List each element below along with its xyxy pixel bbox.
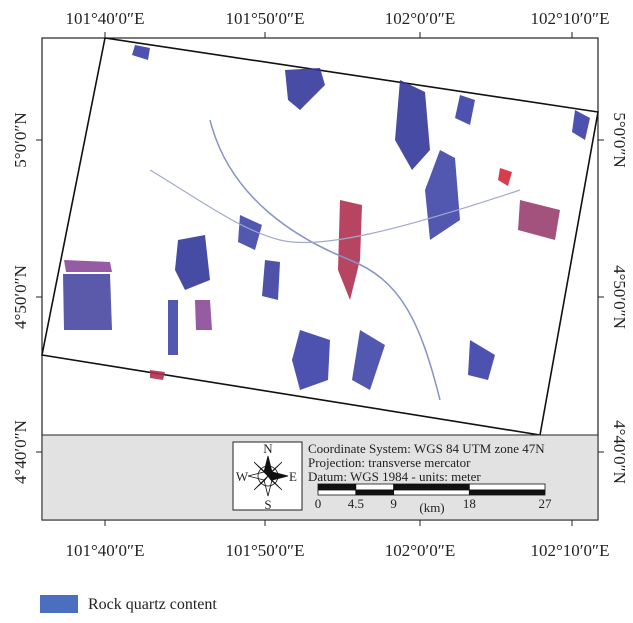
scale-tick-label: 9 xyxy=(390,496,397,511)
top-label: 101°50′0″E xyxy=(226,9,305,28)
scale-segment xyxy=(356,490,394,495)
right-label: 4°50′0″N xyxy=(610,265,629,329)
legend-swatch xyxy=(40,595,78,613)
compass-rose xyxy=(248,456,288,496)
compass-s: S xyxy=(264,497,271,512)
compass-n: N xyxy=(263,441,273,456)
left-label: 4°50′0″N xyxy=(11,265,30,329)
scale-tick-label: 27 xyxy=(539,496,553,511)
bottom-label: 101°50′0″E xyxy=(226,541,305,560)
scale-tick-label: 0 xyxy=(315,496,322,511)
legend-label: Rock quartz content xyxy=(88,596,217,613)
info-line: Coordinate System: WGS 84 UTM zone 47N xyxy=(308,441,545,456)
bottom-label: 101°40′0″E xyxy=(66,541,145,560)
scale-tick-label: 18 xyxy=(463,496,476,511)
compass-w: W xyxy=(236,469,249,484)
scale-segment xyxy=(356,484,394,490)
scale-unit: (km) xyxy=(419,500,444,515)
left-label: 5°0′0″N xyxy=(11,112,30,167)
scale-segment xyxy=(469,490,545,495)
scale-segment xyxy=(469,484,545,490)
top-label: 102°10′0″E xyxy=(531,9,610,28)
scale-segment xyxy=(318,490,356,495)
left-label: 4°40′0″N xyxy=(11,420,30,484)
right-label: 5°0′0″N xyxy=(610,112,629,167)
info-line: Projection: transverse mercator xyxy=(308,455,471,470)
scale-segment xyxy=(394,484,470,490)
map-figure: 101°40′0″E 101°50′0″E 102°0′0″E 102°10′0… xyxy=(0,0,633,618)
top-label: 102°0′0″E xyxy=(385,9,455,28)
right-label: 4°40′0″N xyxy=(610,420,629,484)
scale-tick-label: 4.5 xyxy=(348,496,364,511)
scale-segment xyxy=(394,490,470,495)
info-line: Datum: WGS 1984 - units: meter xyxy=(308,469,481,484)
bottom-label: 102°10′0″E xyxy=(531,541,610,560)
compass-e: E xyxy=(289,469,297,484)
top-label: 101°40′0″E xyxy=(66,9,145,28)
scale-segment xyxy=(318,484,356,490)
bottom-label: 102°0′0″E xyxy=(385,541,455,560)
